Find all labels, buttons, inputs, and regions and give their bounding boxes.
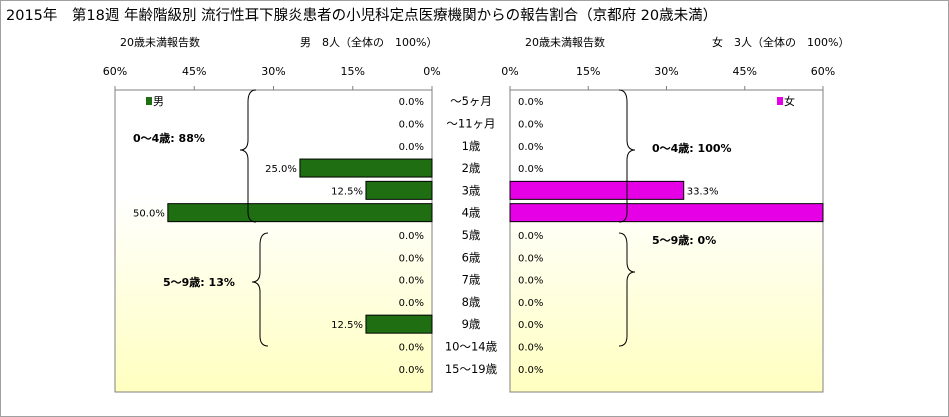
female-bar-label: 0.0% [518,164,543,175]
female-axis-ticks: 0% 15% 30% 45% 60% [501,65,835,90]
male-bar [167,203,433,223]
female-bar [509,180,685,200]
female-tick-label: 60% [811,65,835,78]
female-bar-label: 0.0% [518,231,543,242]
male-brace-0-4 [239,89,257,223]
age-category-label: 9歳 [462,317,481,331]
female-brace-5-9 [618,232,636,347]
male-bars: 0.0% 0.0% 0.0% 25.0% 12.5% 50.0% 0.0% 0.0% 0.0% 0… [133,97,433,376]
age-category-label: 3歳 [462,183,481,197]
left-header-count: 男 8人（全体の 100%） [300,35,437,49]
right-header-label: 20歳未満報告数 [525,36,605,49]
male-bar [365,180,433,200]
female-plot-area [509,89,824,393]
female-bar [509,203,824,223]
left-header-label: 20歳未満報告数 [120,36,200,49]
female-bar-label: 0.0% [518,119,543,130]
female-group-0-4-label: 0～4歳: 100% [652,141,732,155]
female-bar-label: 0.0% [518,142,543,153]
male-tick-label: 60% [103,65,127,78]
age-category-label: 10～14歳 [445,339,498,353]
female-brace-0-4 [618,89,636,223]
age-categories: ～5ヶ月 ～11ヶ月 1歳 2歳 3歳 4歳 5歳 6歳 7歳 8歳 9歳 10～14歳 15～19歳 [445,94,498,376]
male-tick-label: 15% [341,65,365,78]
female-legend-label: 女 [784,94,795,108]
chart-title: 2015年 第18週 年齢階級別 流行性耳下腺炎患者の小児科定点医療機関からの報… [6,6,717,24]
age-category-label: 15～19歳 [445,362,498,376]
female-bar-label: 0.0% [518,320,543,331]
female-bar-label: 0.0% [518,365,543,376]
female-bar-label: 0.0% [518,276,543,287]
female-bar-label: 0.0% [518,342,543,353]
age-category-label: 1歳 [462,139,481,153]
male-bar-label: 12.5% [331,320,363,331]
male-axis-ticks: 0% 15% 30% 45% 60% [103,65,441,90]
male-tick-label: 30% [261,65,285,78]
female-bar-label: 0.0% [518,253,543,264]
male-bar-label: 0.0% [399,365,424,376]
male-bar-label: 0.0% [399,97,424,108]
male-bar-label: 0.0% [399,142,424,153]
male-bar-label: 25.0% [265,164,297,175]
age-category-label: ～5ヶ月 [450,94,492,108]
male-legend-label: 男 [153,95,164,108]
male-brace-5-9 [251,232,269,347]
female-legend-swatch [777,97,783,105]
female-tick-label: 15% [576,65,600,78]
male-bar-label: 50.0% [133,209,165,220]
age-category-label: 2歳 [462,161,481,175]
right-header-count: 女 3人（全体の 100%） [712,35,849,49]
age-category-label: ～11ヶ月 [446,116,495,130]
male-bar [299,158,433,178]
female-bars: 0.0% 0.0% 0.0% 0.0% 33.3% 0.0% 0.0% 0.0% 0.0% 0.0… [509,97,824,376]
female-tick-label: 0% [501,65,518,78]
male-bar-label: 0.0% [399,342,424,353]
male-legend-swatch [146,97,152,105]
male-tick-label: 0% [423,65,440,78]
age-category-label: 8歳 [462,295,481,309]
age-category-label: 7歳 [462,273,481,287]
male-tick-label: 45% [182,65,206,78]
female-tick-label: 30% [654,65,678,78]
female-group-5-9-label: 5～9歳: 0% [652,233,716,247]
female-bar-label: 33.3% [687,186,719,197]
female-bar-label: 0.0% [518,97,543,108]
age-category-label: 4歳 [462,206,481,220]
male-bar-label: 0.0% [399,253,424,264]
male-bar-label: 12.5% [331,186,363,197]
male-bar-label: 0.0% [399,298,424,309]
age-category-label: 6歳 [462,250,481,264]
male-bar-label: 0.0% [399,276,424,287]
male-bar [365,314,433,334]
female-tick-label: 45% [733,65,757,78]
age-category-label: 5歳 [462,228,481,242]
male-bar-label: 0.0% [399,119,424,130]
female-bar-label: 0.0% [518,298,543,309]
male-group-0-4-label: 0～4歳: 88% [133,131,205,145]
male-bar-label: 0.0% [399,231,424,242]
male-group-5-9-label: 5～9歳: 13% [163,275,235,289]
